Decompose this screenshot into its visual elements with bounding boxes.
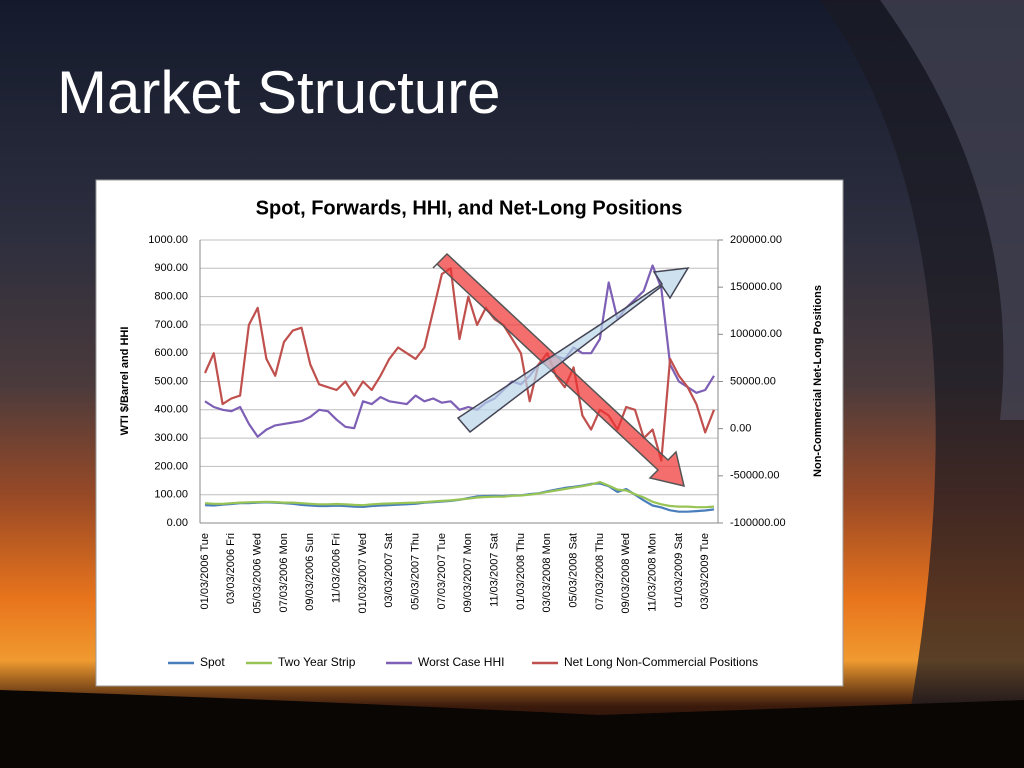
x-tick-label: 05/03/2006 Wed <box>252 533 264 614</box>
x-tick-label: 01/03/2007 Wed <box>357 533 369 614</box>
x-tick-label: 03/03/2007 Sat <box>383 533 395 608</box>
x-tick-label: 11/03/2007 Sat <box>489 533 501 607</box>
y-tick-label: 400.00 <box>154 404 188 416</box>
x-tick-label: 01/03/2008 Thu <box>515 533 527 610</box>
up-arrow <box>456 267 690 434</box>
chart-title: Spot, Forwards, HHI, and Net-Long Positi… <box>256 197 683 219</box>
x-tick-label: 11/03/2006 Fri <box>331 533 343 603</box>
y2-tick-label: -50000.00 <box>730 470 780 482</box>
y-tick-label: 600.00 <box>154 347 188 359</box>
decor-curve <box>880 0 1024 420</box>
slide-title: Market Structure <box>57 59 500 126</box>
chart: Spot, Forwards, HHI, and Net-Long Positi… <box>119 197 824 669</box>
y2-tick-label: 150000.00 <box>730 281 782 293</box>
legend-label: Two Year Strip <box>278 655 356 669</box>
y-tick-label: 700.00 <box>154 319 188 331</box>
legend-label: Net Long Non-Commercial Positions <box>564 655 758 669</box>
down-arrow <box>432 252 686 488</box>
y-tick-label: 900.00 <box>154 262 188 274</box>
trend-arrows <box>432 252 690 488</box>
x-tick-label: 03/03/2009 Tue <box>699 533 711 609</box>
y-tick-label: 0.00 <box>167 517 188 529</box>
x-tick-label: 05/03/2007 Thu <box>410 533 422 610</box>
decor-curve <box>820 0 1024 768</box>
x-tick-label: 09/03/2007 Mon <box>462 533 474 613</box>
x-tick-label: 05/03/2008 Sat <box>567 533 579 608</box>
x-tick-label: 07/03/2006 Mon <box>278 533 290 613</box>
y-tick-label: 200.00 <box>154 460 188 472</box>
x-tick-label: 03/03/2008 Mon <box>541 533 553 613</box>
legend-label: Spot <box>200 655 225 669</box>
x-tick-label: 09/03/2006 Sun <box>304 533 316 611</box>
x-tick-label: 03/03/2006 Fri <box>225 533 237 604</box>
y2-tick-label: 200000.00 <box>730 234 782 246</box>
y-tick-label: 500.00 <box>154 375 188 387</box>
x-tick-label: 11/03/2008 Mon <box>646 533 658 612</box>
y-tick-label: 800.00 <box>154 291 188 303</box>
series-line <box>204 480 715 509</box>
legend-label: Worst Case HHI <box>418 655 504 669</box>
x-tick-label: 07/03/2008 Thu <box>594 533 606 610</box>
x-tick-label: 07/03/2007 Tue <box>436 533 448 609</box>
x-tick-label: 01/03/2006 Tue <box>199 533 211 609</box>
y2-tick-label: -100000.00 <box>730 517 786 529</box>
y-tick-label: 1000.00 <box>148 234 188 246</box>
y2-tick-label: 50000.00 <box>730 375 776 387</box>
y-axis-label: WTI $/Barrel and HHI <box>119 327 131 436</box>
y2-axis-label: Non-Commercial Net-Long Positions <box>812 285 824 477</box>
x-tick-label: 01/03/2009 Sat <box>673 533 685 608</box>
y-tick-label: 300.00 <box>154 432 188 444</box>
y2-tick-label: 0.00 <box>730 423 751 435</box>
y-tick-label: 100.00 <box>154 489 188 501</box>
series-line <box>203 267 716 462</box>
horizon <box>0 690 1024 768</box>
x-tick-label: 09/03/2008 Wed <box>620 533 632 614</box>
y2-tick-label: 100000.00 <box>730 328 782 340</box>
